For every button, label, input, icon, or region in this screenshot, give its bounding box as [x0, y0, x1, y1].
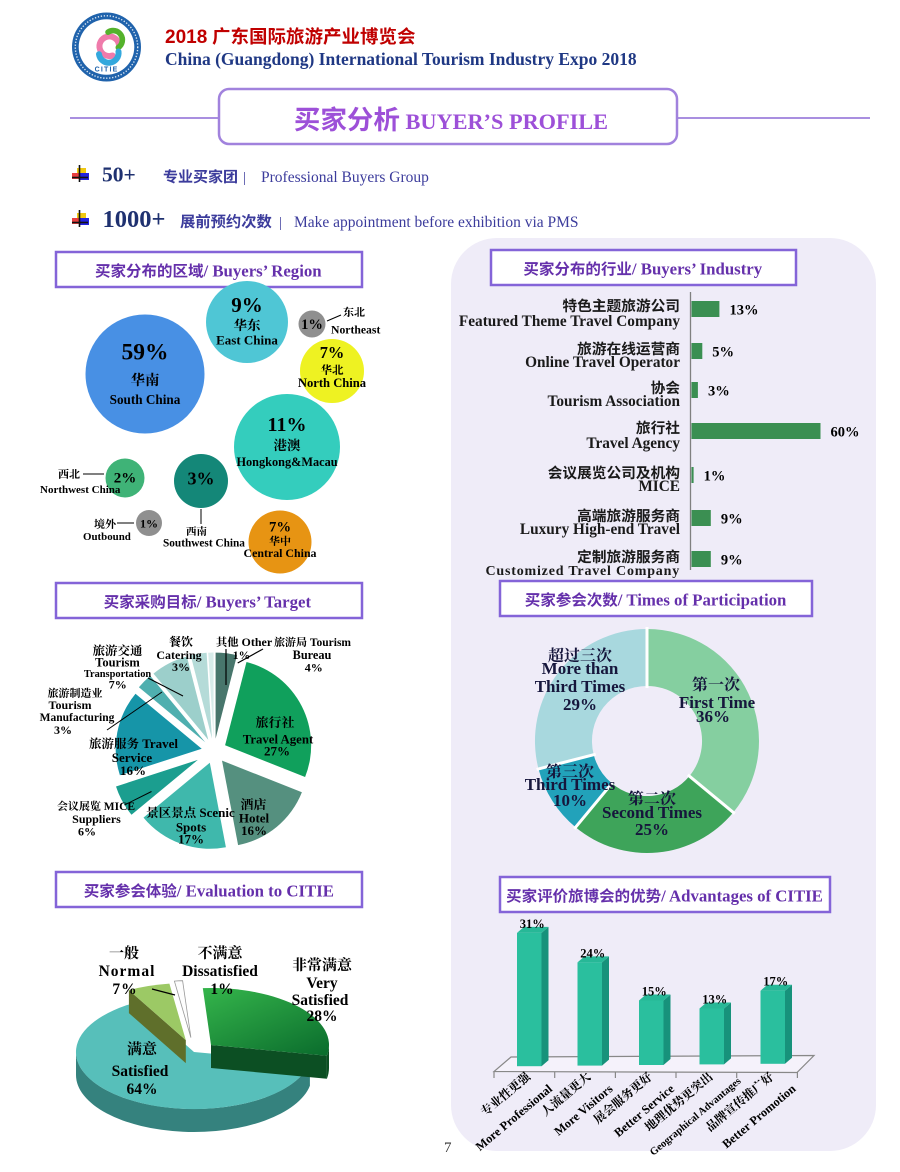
- svg-text:Other: Other: [242, 635, 273, 649]
- svg-text:/ Times of Participation: / Times of Participation: [617, 591, 787, 610]
- svg-text:29%: 29%: [563, 695, 597, 714]
- svg-text:Outbound: Outbound: [83, 531, 131, 543]
- svg-text:Manufacturing: Manufacturing: [40, 712, 115, 724]
- svg-text:First Time: First Time: [679, 693, 756, 712]
- svg-text:Very: Very: [306, 975, 338, 992]
- svg-text:Tourism: Tourism: [310, 637, 352, 649]
- svg-text:Service: Service: [112, 750, 153, 765]
- svg-text:7%: 7%: [269, 520, 291, 536]
- svg-text:Make appointment before exhibi: Make appointment before exhibition via P…: [294, 214, 579, 231]
- svg-text:Hongkong&Macau: Hongkong&Macau: [236, 455, 337, 469]
- svg-text:East China: East China: [216, 333, 278, 348]
- svg-text:15%: 15%: [642, 985, 667, 999]
- svg-text:Travel: Travel: [142, 736, 178, 751]
- svg-text:Catering: Catering: [156, 648, 201, 662]
- svg-text:Tourism: Tourism: [49, 698, 92, 712]
- svg-text:Dissatisfied: Dissatisfied: [182, 963, 258, 980]
- svg-text:6%: 6%: [78, 825, 96, 839]
- svg-text:Suppliers: Suppliers: [72, 812, 121, 826]
- svg-text:Online Travel Operator: Online Travel Operator: [525, 354, 680, 371]
- svg-text:Satisfied: Satisfied: [292, 992, 349, 1009]
- svg-text:Northwest China: Northwest China: [40, 484, 121, 496]
- svg-text:/ Buyers’ Target: / Buyers’ Target: [196, 593, 312, 612]
- svg-text:27%: 27%: [264, 744, 290, 759]
- svg-text:13%: 13%: [730, 303, 759, 319]
- svg-text:/ Evaluation to CITIE: / Evaluation to CITIE: [176, 882, 334, 901]
- svg-text:11%: 11%: [268, 414, 307, 436]
- svg-text:7%: 7%: [109, 677, 127, 691]
- svg-text:2018: 2018: [165, 27, 207, 48]
- svg-text:16%: 16%: [241, 823, 267, 838]
- svg-text:1%: 1%: [140, 517, 158, 531]
- svg-text:CITIE: CITIE: [95, 67, 119, 74]
- svg-text:Tourism Association: Tourism Association: [548, 393, 681, 410]
- svg-text:17%: 17%: [763, 975, 788, 989]
- svg-text:Travel Agency: Travel Agency: [586, 435, 680, 452]
- svg-text:/ Advantages of CITIE: / Advantages of CITIE: [660, 887, 823, 906]
- svg-text:Northeast: Northeast: [331, 324, 380, 337]
- svg-text:3%: 3%: [708, 384, 730, 400]
- svg-text:Hotel: Hotel: [239, 810, 270, 825]
- svg-text:BUYER’S PROFILE: BUYER’S PROFILE: [406, 109, 609, 134]
- svg-text:/ Buyers’ Industry: / Buyers’ Industry: [631, 260, 763, 279]
- svg-text:|: |: [279, 215, 282, 231]
- svg-text:Third Times: Third Times: [525, 775, 616, 794]
- svg-text:7%: 7%: [320, 343, 345, 362]
- svg-text:5%: 5%: [712, 345, 734, 361]
- svg-text:9%: 9%: [721, 553, 743, 569]
- svg-text:Normal: Normal: [99, 963, 156, 980]
- svg-text:3%: 3%: [172, 660, 190, 674]
- svg-text:MICE: MICE: [638, 478, 680, 495]
- svg-text:Southwest China: Southwest China: [163, 538, 245, 550]
- svg-text:Luxury High-end Travel: Luxury High-end Travel: [520, 521, 680, 538]
- svg-text:7%: 7%: [112, 981, 137, 998]
- svg-text:Customized Travel Company: Customized Travel Company: [486, 564, 680, 579]
- svg-text:28%: 28%: [307, 1008, 338, 1025]
- svg-text:Professional Buyers Group: Professional Buyers Group: [261, 169, 429, 186]
- svg-text:1%: 1%: [301, 317, 323, 333]
- svg-text:50+: 50+: [102, 163, 136, 187]
- svg-text:China (Guangdong) Internationa: China (Guangdong) International Tourism …: [165, 49, 637, 69]
- svg-text:9%: 9%: [231, 293, 263, 317]
- svg-text:24%: 24%: [580, 946, 605, 960]
- svg-text:7: 7: [444, 1140, 452, 1156]
- svg-text:1%: 1%: [704, 469, 726, 485]
- svg-text:31%: 31%: [520, 917, 545, 931]
- svg-text:Bureau: Bureau: [293, 648, 332, 662]
- svg-text:3%: 3%: [188, 469, 215, 489]
- svg-text:4%: 4%: [305, 661, 323, 675]
- svg-text:60%: 60%: [831, 425, 860, 441]
- svg-text:Travel Agent: Travel Agent: [243, 733, 314, 747]
- svg-text:59%: 59%: [122, 340, 169, 366]
- svg-text:1000+: 1000+: [103, 206, 166, 233]
- svg-text:36%: 36%: [696, 707, 730, 726]
- svg-text:Third Times: Third Times: [535, 677, 626, 696]
- svg-text:1%: 1%: [210, 981, 233, 998]
- svg-text:2%: 2%: [114, 471, 137, 487]
- svg-text:9%: 9%: [721, 512, 743, 528]
- svg-text:64%: 64%: [127, 1081, 158, 1098]
- svg-text:Tourism: Tourism: [95, 655, 140, 669]
- svg-text:Central China: Central China: [244, 546, 317, 560]
- svg-text:/ Buyers’ Region: / Buyers’ Region: [203, 262, 323, 281]
- svg-text:13%: 13%: [702, 993, 727, 1007]
- svg-text:3%: 3%: [54, 723, 72, 737]
- svg-text:|: |: [243, 170, 246, 186]
- svg-text:Transportation: Transportation: [84, 669, 152, 680]
- svg-text:Satisfied: Satisfied: [112, 1063, 169, 1080]
- svg-text:17%: 17%: [178, 831, 204, 846]
- svg-text:16%: 16%: [120, 763, 146, 778]
- svg-text:Second Times: Second Times: [602, 803, 702, 822]
- svg-text:10%: 10%: [553, 791, 587, 810]
- svg-text:1%: 1%: [233, 649, 250, 662]
- svg-text:Spots: Spots: [176, 819, 206, 834]
- svg-text:25%: 25%: [635, 820, 669, 839]
- svg-text:More than: More than: [542, 659, 619, 678]
- svg-text:North China: North China: [298, 376, 367, 390]
- svg-text:Featured Theme Travel Company: Featured Theme Travel Company: [459, 313, 680, 330]
- svg-text:South China: South China: [110, 392, 181, 407]
- svg-text:Scenic: Scenic: [199, 805, 235, 820]
